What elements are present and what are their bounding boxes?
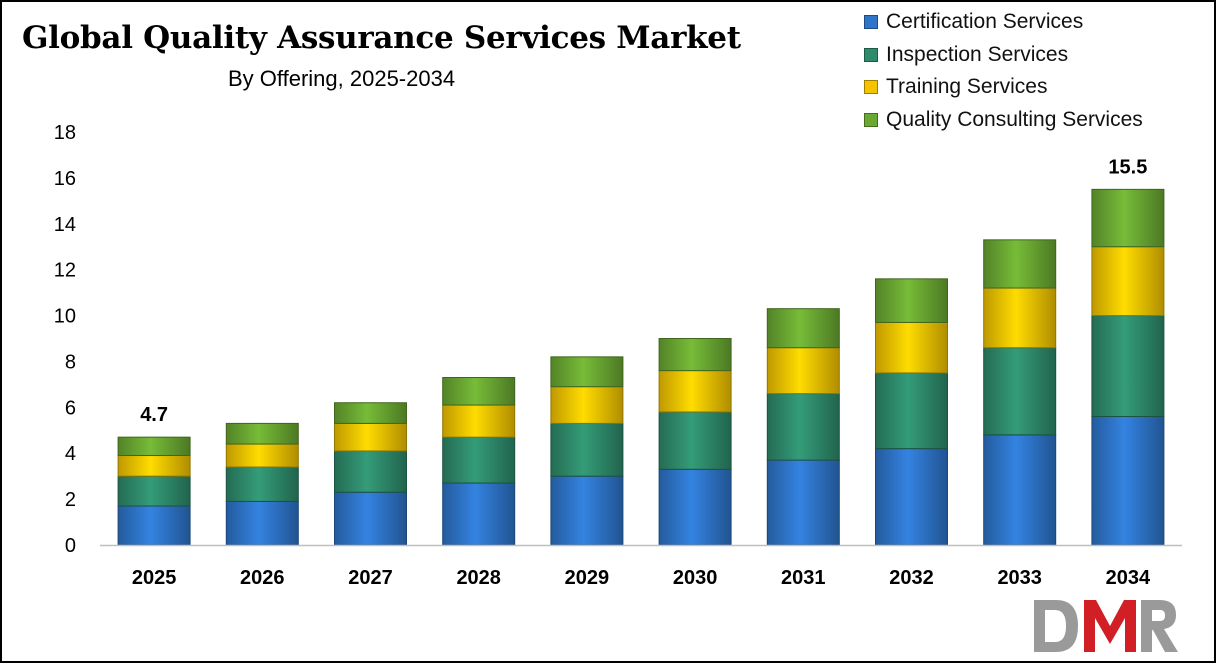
bar-consulting-2028 xyxy=(442,377,516,406)
bar-training-2028 xyxy=(442,404,516,438)
bar-certification-2031 xyxy=(766,459,840,546)
bar-certification-2034 xyxy=(1091,416,1165,546)
logo-letter-r xyxy=(1141,600,1178,652)
bar-inspection-2034 xyxy=(1091,315,1165,418)
bar-certification-2028 xyxy=(442,482,516,546)
dmr-logo xyxy=(1034,600,1178,652)
stacked-bar-chart: 0 2 4 6 8 10 12 14 16 18 2025 2026 2027 2028 2029 2030… xyxy=(54,122,1182,589)
legend-item-certification: Certification Services xyxy=(864,6,1143,39)
bar-group-2033 xyxy=(983,239,1057,546)
total-labels: 4.7 15.5 xyxy=(140,156,1147,426)
bar-training-2033 xyxy=(983,287,1057,349)
x-tick-label-2030: 2030 xyxy=(673,567,718,589)
y-tick-label-2: 2 xyxy=(65,489,76,511)
bar-group-2030 xyxy=(658,338,732,546)
y-tick-label-0: 0 xyxy=(65,535,76,557)
bar-training-2032 xyxy=(875,321,948,374)
legend-label-inspection: Inspection Services xyxy=(886,42,1069,66)
bar-inspection-2029 xyxy=(550,422,624,477)
y-tick-label-10: 10 xyxy=(54,306,76,328)
x-tick-label-2031: 2031 xyxy=(781,567,826,589)
y-tick-label-12: 12 xyxy=(54,260,76,282)
bar-certification-2030 xyxy=(658,468,732,546)
bar-training-2031 xyxy=(766,347,840,395)
legend-swatch-training xyxy=(864,80,878,95)
bar-consulting-2030 xyxy=(658,338,732,372)
bar-training-2025 xyxy=(117,455,191,477)
bar-certification-2029 xyxy=(550,475,624,546)
bar-group-2028 xyxy=(442,377,516,546)
bar-inspection-2030 xyxy=(658,411,732,470)
bar-training-2034 xyxy=(1091,246,1165,317)
legend-swatch-certification xyxy=(864,15,878,30)
total-label-2034: 15.5 xyxy=(1108,156,1147,178)
y-axis: 0 2 4 6 8 10 12 14 16 18 xyxy=(54,122,76,557)
y-tick-label-6: 6 xyxy=(65,397,76,419)
bar-consulting-2025 xyxy=(117,436,191,457)
chart-subtitle: By Offering, 2025-2034 xyxy=(228,66,456,91)
bar-training-2026 xyxy=(225,443,299,468)
bar-consulting-2032 xyxy=(875,278,948,323)
bar-group-2031 xyxy=(766,308,840,546)
y-tick-label-8: 8 xyxy=(65,351,76,373)
y-tick-label-14: 14 xyxy=(54,214,76,236)
bar-consulting-2031 xyxy=(766,308,840,349)
bar-certification-2032 xyxy=(875,448,948,546)
legend-label-training: Training Services xyxy=(886,75,1048,99)
bar-group-2034 xyxy=(1091,188,1165,546)
y-tick-label-18: 18 xyxy=(54,122,76,144)
x-tick-label-2034: 2034 xyxy=(1106,567,1151,589)
bar-group-2026 xyxy=(225,422,299,546)
bar-inspection-2025 xyxy=(117,475,191,507)
x-tick-label-2025: 2025 xyxy=(132,567,177,589)
legend-item-inspection: Inspection Services xyxy=(864,39,1143,72)
bar-inspection-2033 xyxy=(983,347,1057,436)
chart-legend: Certification Services Inspection Servic… xyxy=(864,6,1143,136)
bar-inspection-2027 xyxy=(334,450,407,493)
bar-consulting-2027 xyxy=(334,402,407,424)
legend-swatch-inspection xyxy=(864,47,878,62)
bar-consulting-2033 xyxy=(983,239,1057,289)
bar-consulting-2026 xyxy=(225,422,299,445)
legend-label-certification: Certification Services xyxy=(886,10,1084,34)
bar-consulting-2029 xyxy=(550,356,624,388)
total-label-2025: 4.7 xyxy=(140,404,168,426)
bar-certification-2025 xyxy=(117,505,191,546)
x-tick-label-2032: 2032 xyxy=(889,567,934,589)
bar-certification-2033 xyxy=(983,434,1057,546)
bar-series xyxy=(117,188,1165,546)
bar-training-2027 xyxy=(334,422,407,452)
logo-letter-m xyxy=(1084,600,1136,652)
bar-group-2027 xyxy=(334,402,407,546)
bar-inspection-2032 xyxy=(875,372,948,450)
x-tick-label-2027: 2027 xyxy=(348,567,393,589)
x-axis: 2025 2026 2027 2028 2029 2030 2031 2032 2033 2034 xyxy=(100,544,1182,589)
bar-consulting-2034 xyxy=(1091,188,1165,248)
legend-swatch-consulting xyxy=(864,112,878,127)
bar-certification-2026 xyxy=(225,500,299,546)
x-tick-label-2029: 2029 xyxy=(565,567,610,589)
x-tick-label-2026: 2026 xyxy=(240,567,285,589)
legend-label-consulting: Quality Consulting Services xyxy=(886,107,1143,131)
bar-group-2025 xyxy=(117,436,191,546)
chart-title: Global Quality Assurance Services Market xyxy=(22,20,741,56)
bar-inspection-2031 xyxy=(766,393,840,461)
legend-item-consulting: Quality Consulting Services xyxy=(864,104,1143,137)
bar-training-2029 xyxy=(550,386,624,424)
x-tick-label-2033: 2033 xyxy=(997,567,1042,589)
dmr-logo-mark xyxy=(1034,600,1178,652)
x-tick-label-2028: 2028 xyxy=(456,567,501,589)
bar-group-2029 xyxy=(550,356,624,546)
bar-group-2032 xyxy=(875,278,948,546)
bar-training-2030 xyxy=(658,370,732,413)
legend-item-training: Training Services xyxy=(864,71,1143,104)
bar-inspection-2028 xyxy=(442,436,516,484)
y-tick-label-4: 4 xyxy=(65,443,76,465)
y-tick-label-16: 16 xyxy=(54,168,76,190)
logo-letter-d xyxy=(1034,600,1078,652)
bar-certification-2027 xyxy=(334,491,407,546)
bar-inspection-2026 xyxy=(225,466,299,502)
